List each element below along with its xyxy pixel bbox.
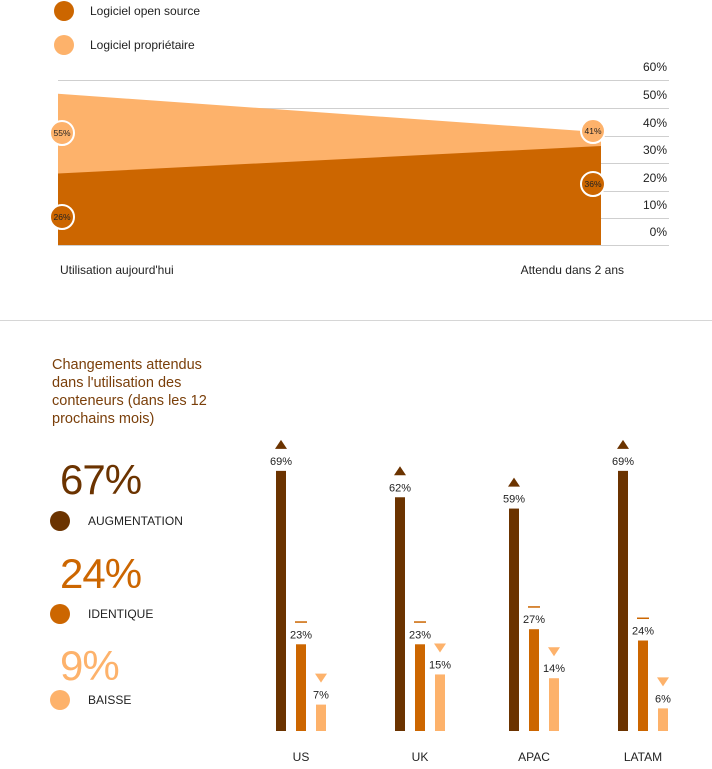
marker-up-uk xyxy=(394,466,406,476)
section-title: Changements attendus dans l'utilisation … xyxy=(52,357,207,427)
category-label-uk: UK xyxy=(412,750,429,764)
marker-up-latam xyxy=(617,439,629,449)
bar-uk-identique xyxy=(415,644,425,731)
legend-open-source-dot xyxy=(54,1,74,21)
bar-label-us-2: 7% xyxy=(313,690,329,702)
kpi-decrease-label: BAISSE xyxy=(88,693,132,707)
category-label-us: US xyxy=(293,750,310,764)
category-label-apac: APAC xyxy=(518,750,550,764)
kpi-decrease-dot xyxy=(50,690,70,710)
kpi-same-label: IDENTIQUE xyxy=(88,607,154,621)
bar-label-us-1: 23% xyxy=(290,629,312,641)
point-proprietary-today xyxy=(49,120,75,146)
marker-dash-uk xyxy=(414,621,426,623)
kpi-decrease-value: 9% xyxy=(60,642,120,689)
y-tick-label: 10% xyxy=(643,198,667,212)
point-open-source-today-label: 26% xyxy=(53,212,70,222)
y-tick-label: 20% xyxy=(643,171,667,185)
marker-dash-latam xyxy=(637,617,649,620)
kpi-increase-value: 67% xyxy=(60,456,142,503)
legend-open-source-label: Logiciel open source xyxy=(90,4,201,18)
marker-down-latam xyxy=(657,677,669,687)
marker-down-us xyxy=(315,673,327,683)
bar-latam-augmentation xyxy=(618,470,628,731)
area-chart: 0% 10% 20% 30% 40% 50% 60% 55% 41% 26% 36% Utilisat… xyxy=(49,60,669,277)
y-tick-label: 40% xyxy=(643,116,667,130)
area-open-source xyxy=(58,146,601,245)
bar-latam-baisse xyxy=(658,708,668,731)
legend-proprietary-dot xyxy=(54,35,74,55)
bar-us-augmentation xyxy=(276,470,286,731)
kpi-increase: AUGMENTATION xyxy=(50,511,183,531)
bar-us-baisse xyxy=(316,704,326,731)
kpi-increase-dot xyxy=(50,511,70,531)
bar-label-apac-0: 59% xyxy=(503,494,525,506)
marker-up-us xyxy=(275,439,287,449)
marker-up-apac xyxy=(508,477,520,487)
bar-label-latam-0: 69% xyxy=(612,456,634,468)
point-open-source-today xyxy=(49,204,75,230)
marker-dash-apac xyxy=(528,606,540,608)
marker-dash-us xyxy=(295,621,307,623)
bar-label-uk-1: 23% xyxy=(409,629,431,641)
bar-apac-baisse xyxy=(549,678,559,731)
category-label-latam: LATAM xyxy=(624,750,662,764)
kpi-same-dot xyxy=(50,604,70,624)
bar-label-apac-1: 27% xyxy=(523,614,545,626)
bar-us-identique xyxy=(296,644,306,731)
x-label-today: Utilisation aujourd'hui xyxy=(60,263,174,277)
point-proprietary-2yrs xyxy=(580,118,606,144)
kpi-same: IDENTIQUE xyxy=(50,604,153,624)
point-proprietary-2yrs-label: 41% xyxy=(584,126,601,136)
marker-down-apac xyxy=(548,647,560,657)
bar-label-uk-0: 62% xyxy=(389,482,411,494)
bar-label-us-0: 69% xyxy=(270,456,292,468)
legend-proprietary-label: Logiciel propriétaire xyxy=(90,38,195,52)
bar-latam-identique xyxy=(638,640,648,731)
y-tick-label: 50% xyxy=(643,88,667,102)
kpi-decrease: BAISSE xyxy=(50,690,131,710)
bar-label-uk-2: 15% xyxy=(429,659,451,671)
bar-uk-baisse xyxy=(435,674,445,731)
y-tick-label: 30% xyxy=(643,143,667,157)
bar-label-latam-1: 24% xyxy=(632,626,654,638)
bar-label-apac-2: 14% xyxy=(543,663,565,675)
point-open-source-2yrs xyxy=(580,171,606,197)
section-divider xyxy=(0,320,712,321)
bar-label-latam-2: 6% xyxy=(655,693,671,705)
bar-apac-identique xyxy=(529,629,539,731)
kpi-increase-label: AUGMENTATION xyxy=(88,514,183,528)
kpi-same-value: 24% xyxy=(60,550,142,597)
y-tick-label: 0% xyxy=(650,225,668,239)
bar-apac-augmentation xyxy=(509,508,519,731)
legend-open-source: Logiciel open source xyxy=(54,1,200,21)
bar-uk-augmentation xyxy=(395,497,405,731)
marker-down-uk xyxy=(434,643,446,653)
point-open-source-2yrs-label: 36% xyxy=(584,179,601,189)
x-label-2yrs: Attendu dans 2 ans xyxy=(521,263,624,277)
legend-proprietary: Logiciel propriétaire xyxy=(54,35,195,55)
y-tick-label: 60% xyxy=(643,60,667,74)
point-proprietary-today-label: 55% xyxy=(53,128,70,138)
